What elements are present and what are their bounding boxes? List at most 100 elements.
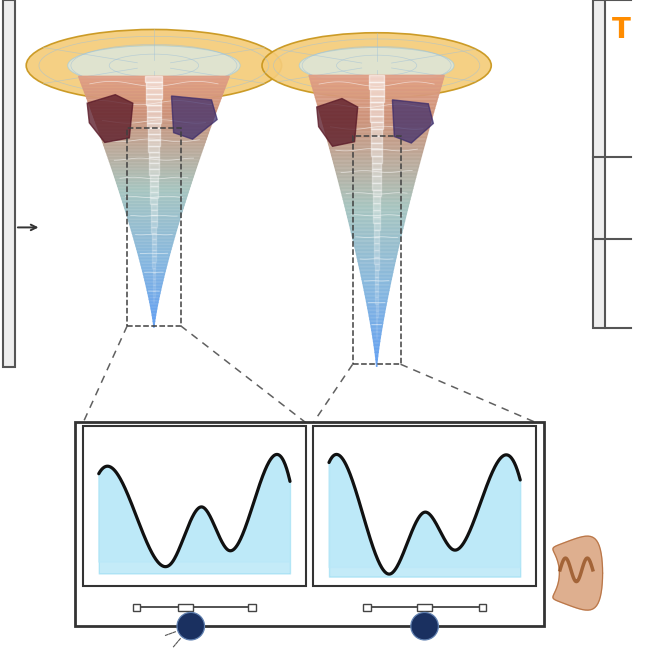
Bar — [83, 426, 305, 586]
Polygon shape — [152, 312, 156, 315]
Polygon shape — [107, 155, 200, 158]
Polygon shape — [98, 126, 210, 130]
Polygon shape — [354, 243, 400, 246]
Polygon shape — [89, 105, 219, 107]
Bar — [75, 422, 544, 626]
Polygon shape — [92, 111, 216, 114]
Polygon shape — [363, 283, 390, 287]
Bar — [479, 604, 486, 610]
Polygon shape — [345, 203, 409, 206]
Polygon shape — [139, 255, 169, 259]
Polygon shape — [347, 214, 406, 217]
Polygon shape — [87, 95, 133, 143]
Polygon shape — [374, 345, 379, 348]
Polygon shape — [122, 198, 186, 202]
Polygon shape — [316, 101, 437, 104]
Polygon shape — [339, 181, 415, 185]
Polygon shape — [134, 240, 174, 243]
Polygon shape — [362, 280, 391, 283]
Polygon shape — [148, 293, 160, 296]
Bar — [364, 604, 371, 610]
Polygon shape — [350, 225, 403, 229]
Polygon shape — [341, 188, 413, 192]
Polygon shape — [316, 97, 438, 101]
Polygon shape — [113, 170, 195, 174]
Polygon shape — [367, 305, 386, 309]
Polygon shape — [127, 214, 181, 217]
Polygon shape — [88, 102, 220, 105]
Polygon shape — [392, 100, 434, 143]
Polygon shape — [108, 158, 200, 161]
Polygon shape — [352, 236, 401, 239]
Polygon shape — [135, 243, 173, 246]
Polygon shape — [339, 185, 414, 188]
Polygon shape — [371, 323, 383, 327]
Polygon shape — [359, 265, 394, 269]
Polygon shape — [104, 145, 204, 149]
Polygon shape — [132, 230, 176, 233]
Ellipse shape — [262, 33, 491, 98]
Polygon shape — [153, 321, 155, 324]
Polygon shape — [115, 177, 193, 180]
Polygon shape — [326, 134, 428, 138]
Polygon shape — [146, 284, 162, 287]
Polygon shape — [353, 239, 400, 243]
Polygon shape — [96, 123, 212, 126]
Polygon shape — [106, 152, 202, 155]
Polygon shape — [147, 290, 160, 293]
Polygon shape — [81, 83, 227, 86]
Polygon shape — [358, 261, 395, 265]
Ellipse shape — [26, 29, 282, 102]
Polygon shape — [331, 152, 422, 155]
Bar — [248, 604, 255, 610]
Polygon shape — [84, 92, 223, 95]
Polygon shape — [327, 138, 426, 141]
Polygon shape — [360, 272, 393, 276]
Polygon shape — [111, 164, 197, 168]
Polygon shape — [309, 75, 444, 79]
Polygon shape — [147, 287, 161, 290]
Polygon shape — [311, 83, 442, 86]
Polygon shape — [100, 133, 208, 136]
Polygon shape — [123, 202, 185, 205]
Polygon shape — [114, 174, 194, 177]
Polygon shape — [373, 334, 381, 338]
Polygon shape — [370, 320, 383, 323]
Polygon shape — [346, 210, 407, 214]
Polygon shape — [142, 268, 166, 271]
Polygon shape — [103, 142, 205, 145]
Polygon shape — [365, 297, 388, 301]
Polygon shape — [375, 352, 378, 356]
Polygon shape — [143, 274, 164, 277]
Polygon shape — [335, 166, 419, 170]
Polygon shape — [133, 236, 175, 240]
Circle shape — [411, 612, 438, 640]
Polygon shape — [119, 189, 189, 193]
Polygon shape — [369, 316, 384, 320]
Circle shape — [177, 612, 204, 640]
Polygon shape — [351, 232, 402, 236]
Polygon shape — [132, 233, 176, 236]
Polygon shape — [318, 104, 436, 108]
Polygon shape — [362, 276, 392, 280]
Polygon shape — [334, 163, 419, 166]
Polygon shape — [95, 121, 213, 123]
Polygon shape — [364, 290, 389, 294]
Polygon shape — [138, 252, 170, 255]
Polygon shape — [140, 259, 168, 261]
Polygon shape — [332, 155, 421, 159]
Polygon shape — [87, 98, 221, 102]
Polygon shape — [136, 246, 172, 249]
Bar — [352, 136, 401, 364]
Polygon shape — [324, 126, 430, 130]
Ellipse shape — [299, 47, 454, 84]
Polygon shape — [345, 206, 408, 210]
Polygon shape — [348, 217, 405, 221]
Polygon shape — [553, 536, 603, 610]
Polygon shape — [149, 296, 159, 299]
Polygon shape — [325, 130, 428, 134]
Polygon shape — [341, 192, 412, 196]
Bar — [313, 426, 536, 586]
Bar — [417, 604, 432, 610]
Polygon shape — [364, 287, 390, 290]
